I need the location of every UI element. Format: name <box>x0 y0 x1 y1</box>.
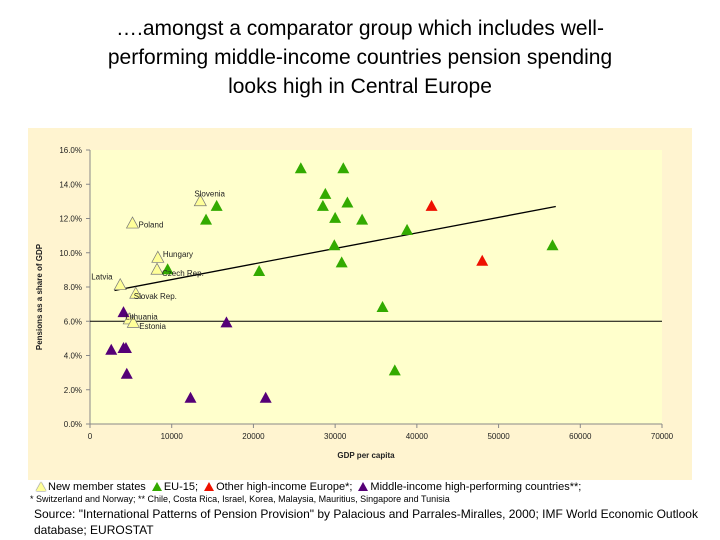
chart-frame: 0.0% 2.0% 4.0% 6.0% 8.0% 10.0% 12.0% 14.0% 16.0%… <box>28 128 692 480</box>
title-line-1: ….amongst a comparator group which inclu… <box>116 17 604 40</box>
data-point-triangle <box>210 199 223 211</box>
scatter-chart: 0.0% 2.0% 4.0% 6.0% 8.0% 10.0% 12.0% 14.0% 16.0%… <box>35 146 674 460</box>
legend-label: Other high-income Europe*; <box>216 481 353 493</box>
y-tick-label: 2.0% <box>64 386 82 395</box>
point-label: Latvia <box>91 272 113 281</box>
triangle-marker-icon <box>204 482 215 491</box>
x-tick-label: 0 <box>88 432 93 441</box>
y-tick-label: 4.0% <box>64 352 82 361</box>
point-label: Czech Rep. <box>162 269 204 278</box>
source-note: Source: "International Patterns of Pensi… <box>34 507 698 537</box>
data-point-triangle <box>125 216 140 229</box>
data-point-triangle <box>356 213 369 225</box>
data-point-triangle <box>316 199 329 211</box>
data-point-triangle <box>337 162 350 174</box>
data-point-triangle <box>341 196 354 208</box>
data-point-triangle <box>126 315 140 328</box>
point-label: Slovenia <box>194 189 225 198</box>
legend-label: New member states <box>48 481 146 493</box>
data-point-triangle <box>220 316 233 328</box>
data-point-triangle <box>319 187 332 199</box>
y-tick-label: 0.0% <box>64 420 82 429</box>
data-point-triangle <box>294 162 307 174</box>
x-axis-title: GDP per capita <box>337 451 395 460</box>
x-tick-label: 30000 <box>324 432 347 441</box>
point-label: Poland <box>138 221 163 230</box>
point-label: Lithuania <box>125 313 158 322</box>
data-point-triangle <box>259 391 272 403</box>
x-tick-label: 10000 <box>161 432 184 441</box>
data-point-triangle <box>376 300 389 312</box>
data-point-triangle <box>184 391 197 403</box>
legend-item-other-high-income: Other high-income Europe*; <box>204 480 352 494</box>
data-point-triangle <box>193 194 207 207</box>
data-point-triangle <box>161 263 174 275</box>
y-tick-label: 10.0% <box>59 249 82 258</box>
data-point-triangle <box>335 256 348 268</box>
legend-item-middle-income: Middle-income high-performing countries*… <box>358 480 581 494</box>
triangle-marker-icon <box>358 482 369 491</box>
plot-area <box>90 150 662 424</box>
chart-footnote: * Switzerland and Norway; ** Chile, Cost… <box>30 494 450 504</box>
data-point-triangle <box>425 199 438 211</box>
x-tick-label: 40000 <box>406 432 429 441</box>
data-point-triangle <box>329 211 342 223</box>
data-point-triangle <box>253 264 266 276</box>
slide-title: ….amongst a comparator group which inclu… <box>20 14 700 101</box>
data-point-triangle <box>328 239 341 251</box>
data-point-triangle <box>476 254 489 266</box>
data-point-triangle <box>546 239 559 251</box>
y-tick-label: 14.0% <box>59 180 82 189</box>
point-label: Slovak Rep. <box>134 292 177 301</box>
legend-item-eu15: EU-15; <box>151 480 199 494</box>
data-point-triangle <box>129 286 143 299</box>
data-point-triangle <box>401 223 414 235</box>
title-line-3: looks high in Central Europe <box>228 75 492 98</box>
chart-legend: New member states EU-15; Other high-income… <box>30 480 690 494</box>
point-label: Estonia <box>139 322 166 331</box>
triangle-marker-icon <box>36 482 46 491</box>
data-point-triangle <box>200 213 213 225</box>
y-tick-label: 12.0% <box>59 215 82 224</box>
legend-row: New member states EU-15; Other high-income… <box>30 480 690 494</box>
legend-item-new-member-states: New member states <box>36 480 146 494</box>
y-tick-label: 8.0% <box>64 283 82 292</box>
data-point-triangle <box>105 343 118 355</box>
x-tick-label: 20000 <box>242 432 265 441</box>
data-point-triangle <box>117 306 130 318</box>
legend-label: EU-15; <box>163 481 199 493</box>
x-tick-label: 60000 <box>569 432 592 441</box>
legend-label: Middle-income high-performing countries*… <box>370 481 582 493</box>
x-tick-label: 70000 <box>651 432 674 441</box>
data-point-triangle <box>151 250 165 263</box>
y-tick-label: 16.0% <box>59 146 82 155</box>
data-point-triangle <box>150 262 164 275</box>
data-point-triangle <box>119 342 132 354</box>
x-tick-label: 50000 <box>487 432 510 441</box>
point-label: Hungary <box>163 250 193 259</box>
y-tick-label: 6.0% <box>64 317 82 326</box>
data-point-triangle <box>113 277 127 291</box>
data-point-triangle <box>388 364 401 376</box>
data-point-triangle <box>120 367 133 379</box>
triangle-marker-icon <box>151 482 162 491</box>
y-axis-title: Pensions as a share of GDP <box>35 243 44 350</box>
title-line-2: performing middle-income countries pensi… <box>107 46 613 69</box>
